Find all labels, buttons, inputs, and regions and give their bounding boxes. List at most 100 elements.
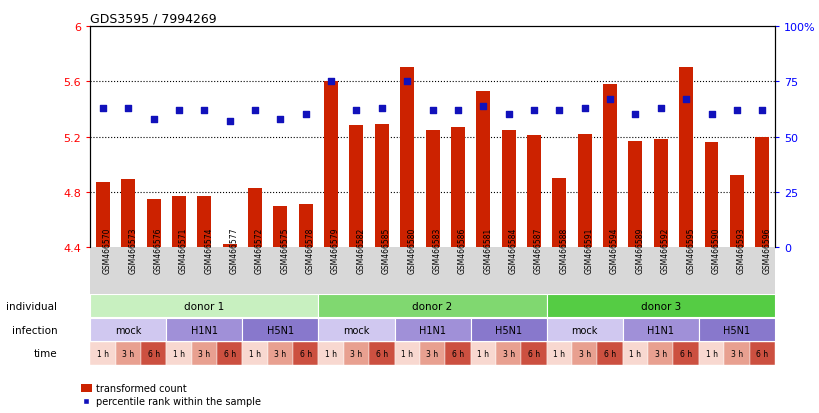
Bar [172, 197, 186, 247]
Text: H1N1: H1N1 [191, 325, 218, 335]
Text: GSM466588: GSM466588 [559, 227, 568, 273]
Text: 1 h: 1 h [629, 349, 640, 358]
Point [577, 105, 590, 112]
Bar [627, 141, 641, 247]
Point [552, 107, 565, 114]
Text: 3 h: 3 h [350, 349, 362, 358]
Text: GSM466578: GSM466578 [305, 227, 314, 273]
Point [172, 107, 185, 114]
Text: H1N1: H1N1 [419, 325, 446, 335]
Text: GSM466582: GSM466582 [356, 227, 365, 273]
Text: 1 h: 1 h [400, 349, 413, 358]
Text: H5N1: H5N1 [722, 325, 749, 335]
Bar [729, 176, 743, 247]
Text: GSM466570: GSM466570 [102, 227, 111, 273]
Point [324, 79, 337, 85]
Bar [141, 342, 166, 365]
Bar [394, 318, 470, 341]
Bar [324, 82, 337, 247]
Bar [546, 318, 622, 341]
Bar [242, 318, 318, 341]
Bar [419, 342, 445, 365]
Text: 3 h: 3 h [274, 349, 286, 358]
Point [654, 105, 667, 112]
Text: GSM466586: GSM466586 [457, 227, 466, 273]
Text: 6 h: 6 h [527, 349, 540, 358]
Text: GSM466574: GSM466574 [204, 227, 213, 273]
Bar [546, 295, 774, 318]
Text: time: time [34, 349, 57, 358]
Text: GSM466573: GSM466573 [128, 227, 137, 273]
Point [603, 96, 616, 103]
Text: 3 h: 3 h [122, 349, 134, 358]
Bar [318, 295, 546, 318]
Bar [96, 183, 110, 247]
Text: 1 h: 1 h [477, 349, 489, 358]
Point [96, 105, 109, 112]
Point [755, 107, 768, 114]
Text: donor 2: donor 2 [412, 301, 452, 311]
Point [730, 107, 743, 114]
Point [147, 116, 160, 123]
Bar [476, 92, 490, 247]
Text: H5N1: H5N1 [266, 325, 293, 335]
Bar [653, 140, 667, 247]
Text: mock: mock [343, 325, 369, 335]
Bar [698, 318, 774, 341]
Bar [343, 342, 369, 365]
Bar [749, 342, 774, 365]
Text: donor 1: donor 1 [184, 301, 224, 311]
Text: GSM466585: GSM466585 [382, 227, 391, 273]
Point [476, 103, 489, 109]
Text: donor 3: donor 3 [640, 301, 680, 311]
Text: GSM466584: GSM466584 [508, 227, 517, 273]
Bar [369, 342, 394, 365]
Text: 6 h: 6 h [299, 349, 311, 358]
Bar [698, 342, 723, 365]
Point [450, 107, 464, 114]
Bar [292, 342, 318, 365]
Bar [248, 188, 262, 247]
Text: GSM466580: GSM466580 [407, 227, 416, 273]
Bar [267, 342, 292, 365]
Text: GSM466595: GSM466595 [686, 227, 695, 273]
Bar [242, 342, 267, 365]
Text: 6 h: 6 h [604, 349, 615, 358]
Bar [192, 342, 217, 365]
Bar [470, 318, 546, 341]
Bar [672, 342, 698, 365]
Text: H1N1: H1N1 [646, 325, 673, 335]
Bar [400, 68, 414, 247]
Point [704, 112, 717, 119]
Bar [678, 68, 692, 247]
Point [223, 119, 236, 125]
Bar [622, 318, 698, 341]
Bar [527, 136, 541, 247]
Text: 6 h: 6 h [755, 349, 767, 358]
Point [679, 96, 692, 103]
Text: mock: mock [571, 325, 597, 335]
Text: GDS3595 / 7994269: GDS3595 / 7994269 [90, 13, 216, 26]
Bar [298, 205, 312, 247]
Text: H5N1: H5N1 [495, 325, 522, 335]
Text: 3 h: 3 h [198, 349, 210, 358]
Bar [318, 342, 343, 365]
Text: GSM466577: GSM466577 [229, 227, 238, 273]
Point [274, 116, 287, 123]
Point [375, 105, 388, 112]
Point [400, 79, 414, 85]
Bar [704, 143, 717, 247]
Text: mock: mock [115, 325, 141, 335]
Bar [602, 85, 616, 247]
Bar [90, 295, 318, 318]
Text: 1 h: 1 h [704, 349, 717, 358]
Text: 1 h: 1 h [97, 349, 109, 358]
Bar [597, 342, 622, 365]
Bar [647, 342, 672, 365]
Bar [166, 318, 242, 341]
Bar [223, 245, 237, 247]
Text: GSM466571: GSM466571 [179, 227, 188, 273]
Point [197, 107, 210, 114]
Legend: transformed count, percentile rank within the sample: transformed count, percentile rank withi… [79, 382, 263, 408]
Text: 3 h: 3 h [578, 349, 590, 358]
